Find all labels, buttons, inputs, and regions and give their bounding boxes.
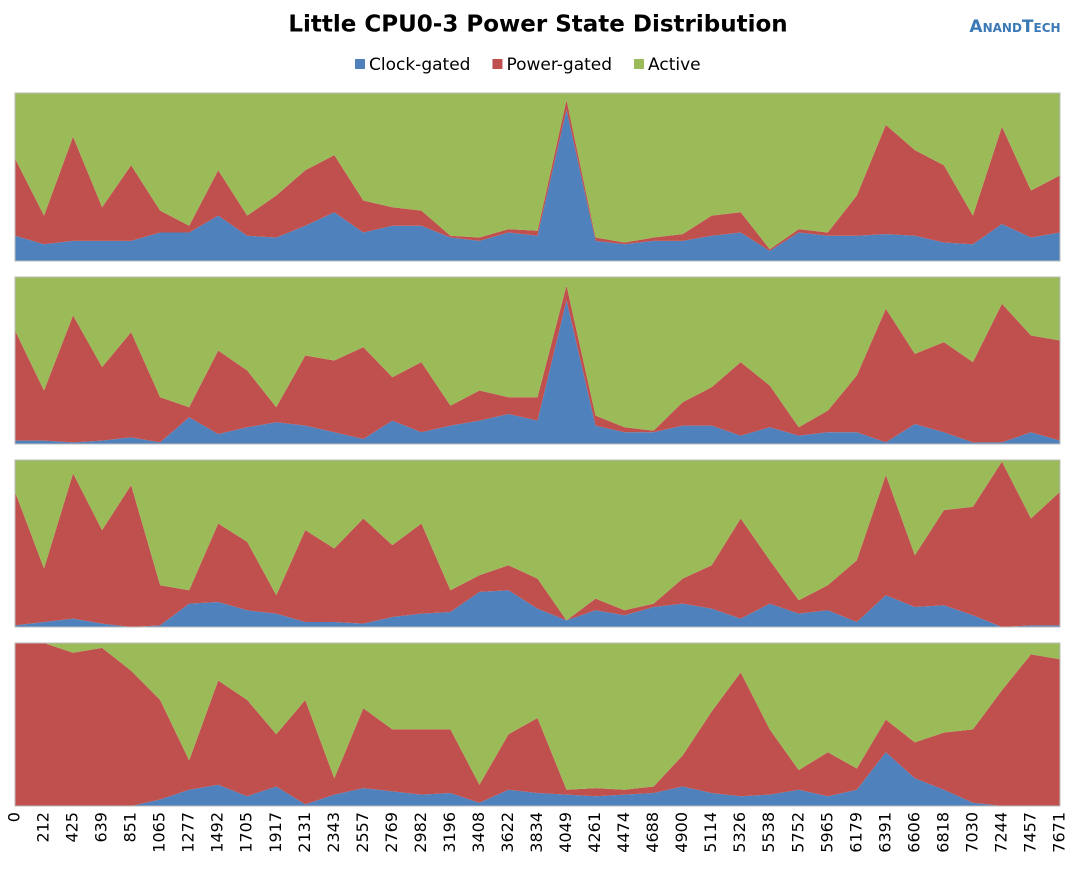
- x-tick-label: 6818: [933, 812, 952, 853]
- x-tick-label: 6179: [846, 812, 865, 853]
- area: [15, 93, 1060, 250]
- x-tick-label: 2557: [353, 812, 372, 853]
- area: [15, 643, 1060, 790]
- x-tick-label: 1917: [266, 812, 285, 853]
- x-tick-label: 7671: [1050, 812, 1069, 853]
- logo: AnandTech: [969, 17, 1060, 37]
- x-tick-label: 1492: [208, 812, 227, 853]
- x-tick-label: 4688: [643, 812, 662, 853]
- x-tick-label: 5114: [701, 812, 720, 853]
- legend-swatch: [634, 59, 645, 69]
- plot-border: [14, 642, 1061, 807]
- legend-swatch: [492, 59, 503, 69]
- area: [15, 99, 1060, 251]
- x-tick-label: 2131: [295, 812, 314, 853]
- x-tick-label: 3408: [469, 812, 488, 853]
- x-tick-label: 4261: [585, 812, 604, 853]
- x-tick-label: 1065: [150, 812, 169, 853]
- plot-border: [14, 459, 1061, 628]
- x-tick-label: 4900: [672, 812, 691, 853]
- x-tick-label: 1277: [179, 812, 198, 853]
- area: [15, 285, 1060, 443]
- x-tick-label: 2769: [382, 812, 401, 853]
- x-tick-label: 851: [121, 812, 140, 843]
- x-tick-label: 0: [5, 812, 24, 822]
- legend-label: Clock-gated: [369, 55, 470, 75]
- x-tick-label: 6391: [875, 812, 894, 853]
- x-tick-label: 3834: [527, 812, 546, 853]
- x-tick-label: 425: [63, 812, 82, 843]
- x-tick-label: 7457: [1020, 812, 1039, 853]
- area: [15, 461, 1060, 627]
- x-tick-label: 5538: [759, 812, 778, 853]
- area: [15, 460, 1060, 621]
- area: [15, 277, 1060, 431]
- plot-border: [14, 92, 1061, 262]
- x-tick-label: 2982: [411, 812, 430, 853]
- plot-border: [14, 276, 1061, 445]
- x-tick-label: 4474: [614, 812, 633, 853]
- legend-label: Power-gated: [506, 55, 612, 75]
- x-tick-label: 4049: [556, 812, 575, 853]
- x-tick-label: 5752: [788, 812, 807, 853]
- x-tick-label: 6606: [904, 812, 923, 853]
- x-tick-label: 7030: [962, 812, 981, 853]
- chart-title: Little CPU0-3 Power State Distribution: [288, 12, 787, 38]
- x-tick-label: 639: [92, 812, 111, 843]
- x-tick-label: 5965: [817, 812, 836, 853]
- x-tick-label: 2343: [324, 812, 343, 853]
- x-tick-label: 5326: [730, 812, 749, 853]
- legend-swatch: [355, 59, 365, 69]
- area: [15, 643, 1060, 806]
- area: [15, 109, 1060, 261]
- area: [15, 752, 1060, 806]
- x-tick-label: 3196: [440, 812, 459, 853]
- x-tick-label: 1705: [237, 812, 256, 853]
- x-tick-label: 212: [34, 812, 53, 843]
- x-tick-label: 3622: [498, 812, 517, 853]
- x-tick-label: 7244: [991, 812, 1010, 853]
- legend-label: Active: [648, 55, 701, 75]
